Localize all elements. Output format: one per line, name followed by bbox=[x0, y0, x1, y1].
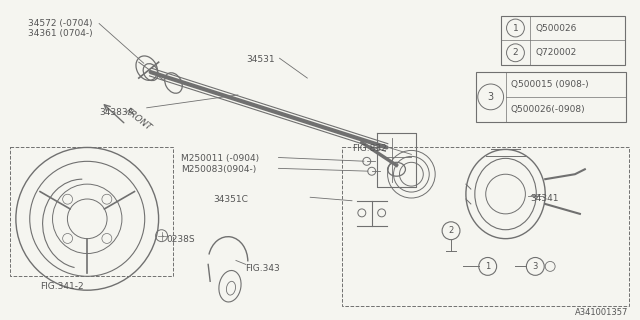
Text: M250083(0904-): M250083(0904-) bbox=[181, 165, 257, 174]
Text: FIG.341-2: FIG.341-2 bbox=[40, 282, 83, 291]
Text: 34351C: 34351C bbox=[213, 195, 248, 204]
Text: 34531: 34531 bbox=[246, 55, 275, 64]
Text: Q500026(-0908): Q500026(-0908) bbox=[511, 105, 585, 114]
Text: 34383A: 34383A bbox=[99, 108, 134, 117]
Text: Q500015 (0908-): Q500015 (0908-) bbox=[511, 80, 588, 89]
Bar bbox=[500, 16, 625, 65]
Text: 0238S: 0238S bbox=[166, 235, 195, 244]
Text: M250011 (-0904): M250011 (-0904) bbox=[181, 154, 260, 164]
Bar bbox=[342, 148, 630, 306]
Text: Q500026: Q500026 bbox=[535, 23, 577, 33]
Bar bbox=[10, 148, 173, 276]
Text: 3: 3 bbox=[532, 262, 538, 271]
Text: 3: 3 bbox=[488, 92, 493, 102]
Text: 34341: 34341 bbox=[531, 194, 559, 203]
Text: 34361 (0704-): 34361 (0704-) bbox=[28, 29, 92, 38]
Text: FIG.343: FIG.343 bbox=[245, 264, 280, 273]
Text: 2: 2 bbox=[513, 48, 518, 57]
Text: 1: 1 bbox=[485, 262, 490, 271]
Text: A341001357: A341001357 bbox=[575, 308, 628, 317]
Text: FRONT: FRONT bbox=[124, 107, 154, 133]
Bar bbox=[476, 72, 627, 122]
Text: 1: 1 bbox=[513, 23, 518, 33]
Text: FIG.832: FIG.832 bbox=[352, 145, 387, 154]
Text: 34572 (-0704): 34572 (-0704) bbox=[28, 19, 92, 28]
Text: Q720002: Q720002 bbox=[535, 48, 577, 57]
Text: 2: 2 bbox=[449, 226, 454, 235]
